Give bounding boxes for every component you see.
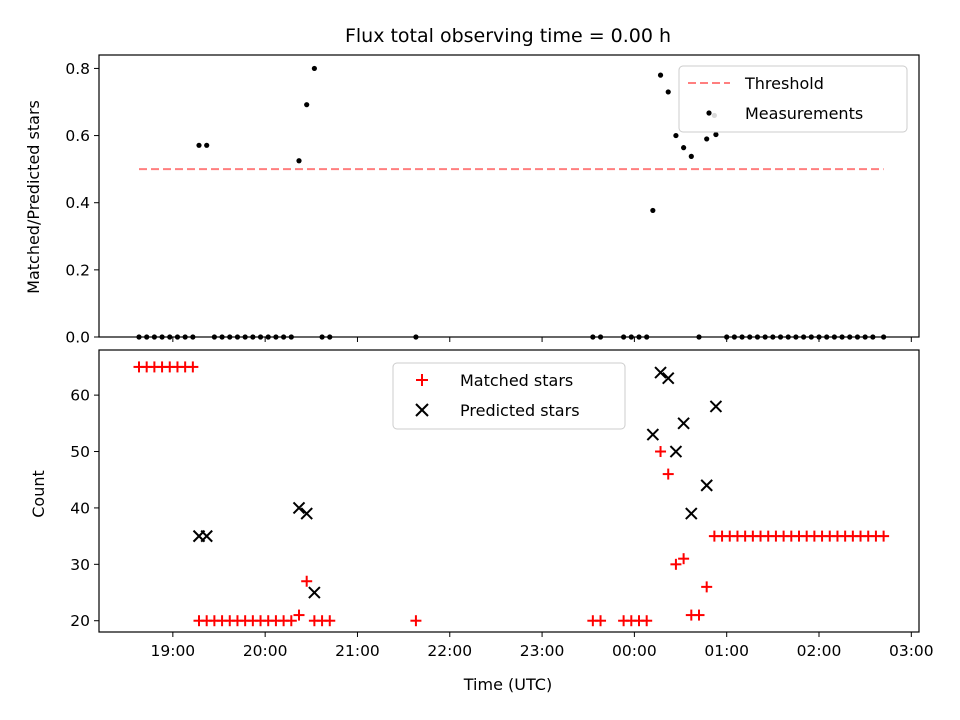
series-matched-stars [133,361,890,627]
data-point [650,207,656,214]
data-point [641,615,653,627]
x-tick-label: 19:00 [151,642,196,660]
data-point [285,615,297,627]
data-point [200,529,213,543]
data-point [670,558,682,570]
data-point [655,446,667,458]
data-point [662,371,675,385]
data-point [704,136,710,142]
y-tick-label: 0.6 [65,127,90,145]
x-axis-label: Time (UTC) [463,675,552,694]
data-point [654,366,667,379]
legend-box [392,362,626,430]
data-point [308,586,321,599]
count-panel: Count Time (UTC) 20 30 40 50 60 19:00 20:00 21… [29,349,934,694]
y-tick-label: 50 [70,443,90,461]
x-tick-label: 23:00 [520,642,565,660]
x-tick-label: 22:00 [427,642,472,660]
legend-box [678,65,908,133]
legend-measurements-label: Measurements [745,104,863,123]
data-point [688,153,694,159]
y-tick-label: 0.4 [65,194,90,212]
legend-threshold-label: Threshold [744,74,824,93]
y-axis-ticks: 0.0 0.2 0.4 0.6 0.8 [65,60,99,347]
data-point [878,530,890,542]
data-point [685,507,698,520]
data-point [300,507,313,520]
data-point [646,428,660,441]
data-point [595,615,607,627]
x-tick-label: 02:00 [797,642,842,660]
data-point [681,145,687,151]
legend: Matched stars Predicted stars [392,362,626,430]
data-point [204,142,210,148]
legend-predicted-swatch [415,403,429,417]
data-point [301,575,313,587]
y-axis-label: Matched/Predicted stars [24,100,43,294]
data-point [311,65,317,72]
y-tick-label: 0.8 [65,60,90,78]
y-tick-label: 20 [70,612,90,630]
data-point [713,131,719,138]
data-point [196,142,202,148]
data-point [669,445,683,458]
legend-measurements-swatch [706,110,712,116]
legend-matched-label: Matched stars [460,371,573,390]
legend-matched-swatch [416,374,428,386]
data-point [678,553,690,565]
series-predicted-stars [192,366,723,599]
x-tick-label: 21:00 [335,642,380,660]
y-tick-label: 40 [70,499,90,517]
data-point [701,581,713,593]
plot-frame [98,349,920,633]
data-point [187,361,199,373]
x-tick-label: 03:00 [889,642,934,660]
data-point [665,89,671,95]
x-tick-label: 00:00 [612,642,657,660]
data-point [709,400,723,413]
data-point [410,615,422,627]
legend-predicted-label: Predicted stars [460,401,580,420]
y-axis-label: Count [29,470,48,518]
plot-frame [98,54,920,338]
data-point [304,102,310,108]
y-tick-label: 60 [70,387,90,405]
ratio-panel: Flux total observing time = 0.00 h Match… [24,25,920,347]
x-tick-label: 01:00 [704,642,749,660]
data-point [324,615,336,627]
plot-marks [133,361,890,627]
y-axis-ticks: 20 30 40 50 60 [70,387,99,630]
data-point [662,468,674,480]
data-point [293,609,305,621]
data-point [296,158,302,164]
data-point [657,72,664,78]
data-point [693,609,705,621]
data-point [292,501,306,515]
data-point [673,132,679,139]
y-tick-label: 0.0 [65,329,90,347]
x-axis-ticks: 19:00 20:00 21:00 22:00 23:00 00:00 01:00 02:00… [151,632,934,660]
data-point [700,479,713,492]
chart-title: Flux total observing time = 0.00 h [345,25,671,47]
data-point [677,417,690,430]
y-tick-label: 0.2 [65,261,90,279]
x-tick-label: 20:00 [243,642,288,660]
legend: Threshold Measurements [678,65,908,133]
y-tick-label: 30 [70,556,90,574]
